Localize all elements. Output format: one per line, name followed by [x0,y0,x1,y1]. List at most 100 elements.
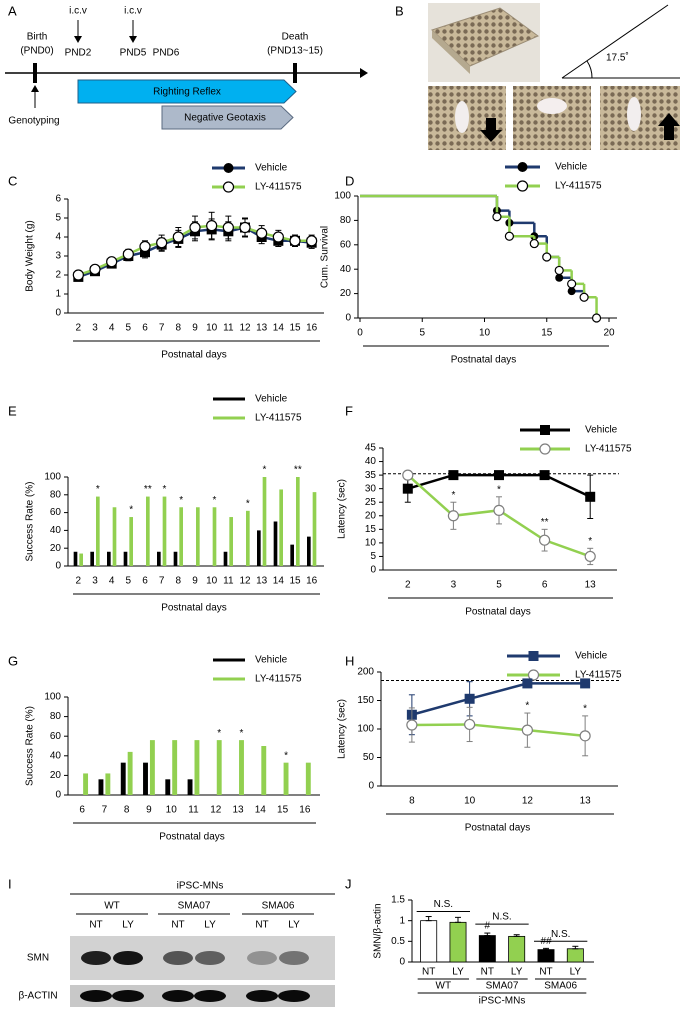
group-label: WT [436,981,452,992]
smn-band [279,951,309,965]
significance: * [213,495,217,506]
significance: * [497,484,501,495]
x-tick-label: 15 [541,328,553,339]
panel-label: A [8,3,17,18]
marker [139,240,151,253]
legend-marker [222,181,235,193]
western-blot [70,936,335,1007]
bar [537,949,555,963]
panel-label: C [8,173,17,188]
bar [123,551,128,566]
y-tick-label: 0 [370,565,376,576]
bar [149,740,155,795]
bar [112,507,117,566]
bar [566,948,584,963]
panel-label: G [8,653,18,668]
marker [156,237,168,249]
mouse [537,98,567,114]
y-tick-label: 150 [357,695,374,706]
y-tick-label: 6 [55,194,61,205]
marker [72,269,84,281]
marker [579,292,589,302]
legend-label: Vehicle [255,655,288,666]
arrow-head [360,68,368,78]
y-tick-label: 100 [44,472,61,483]
legend-marker [527,669,540,681]
angle-arc [586,60,593,79]
marker [542,252,552,262]
y-tick-label: 0 [345,313,351,324]
y-tick-label: 20 [50,770,62,781]
y-tick-label: 20 [50,543,62,554]
legend-marker [516,180,529,192]
x-tick-label: 7 [102,805,108,816]
marker [567,279,577,289]
marker [222,221,234,234]
legend-label: Vehicle [575,651,608,662]
x-tick-label: NT [481,967,494,978]
x-tick-label: 8 [124,805,130,816]
x-tick-label: 4 [109,576,115,587]
legend-marker [223,163,234,173]
panel-label: F [345,403,353,418]
y-tick-label: 2 [55,270,61,281]
x-tick-label: 13 [232,805,244,816]
y-axis-label: Success Rate (%) [25,481,36,561]
x-tick-label: 14 [273,323,285,334]
y-axis-label: Body Weight (g) [25,220,36,292]
x-tick-label: 20 [603,328,615,339]
marker [406,719,418,731]
x-axis-label: Postnatal days [465,823,531,834]
actin-band [80,990,112,1002]
blot-group: SMA06 [262,901,295,912]
marker [567,287,576,296]
x-tick-label: 6 [79,805,85,816]
marker [122,248,134,260]
significance: * [96,484,100,495]
bar [73,551,78,566]
marker [554,265,564,276]
y-tick-label: 200 [357,667,374,678]
bar [196,507,200,566]
significance: ** [294,465,302,476]
x-tick-label: 16 [299,805,311,816]
x-tick-label: 12 [210,805,222,816]
marker [206,220,218,232]
birth-label: Birth [27,32,48,43]
photo-mat [431,7,539,67]
genotyping-label: Genotyping [8,116,59,127]
x-tick-label: 0 [357,328,363,339]
bar [179,507,183,566]
significance: * [451,490,455,501]
y-tick-label: 45 [365,443,377,454]
bar [239,740,244,795]
y-tick-label: 20 [340,288,352,299]
smn-band [113,951,143,965]
bar [290,544,294,566]
legend-label: LY-411575 [255,413,302,424]
marker [89,263,101,275]
bracket-label: N.S. [551,929,570,940]
marker [172,231,184,243]
bar [146,496,150,566]
bar [420,920,438,963]
bar [120,762,126,795]
significance: * [588,536,592,547]
bar [478,935,496,963]
marker [402,469,414,481]
x-axis-label: Postnatal days [161,603,227,614]
marker [504,231,514,241]
x-tick-label: 6 [142,576,148,587]
arrow-head [74,36,82,43]
x-tick-label: 8 [176,576,182,587]
legend-marker [528,651,539,661]
x-tick-label: 9 [192,576,198,587]
bar [173,551,178,566]
y-tick-label: 10 [365,538,377,549]
smn-band [195,951,225,965]
bar [96,496,100,566]
x-tick-label: 15 [289,323,301,334]
marker [539,470,550,481]
y-tick-label: 0 [55,561,61,572]
x-tick-label: 12 [522,796,534,807]
